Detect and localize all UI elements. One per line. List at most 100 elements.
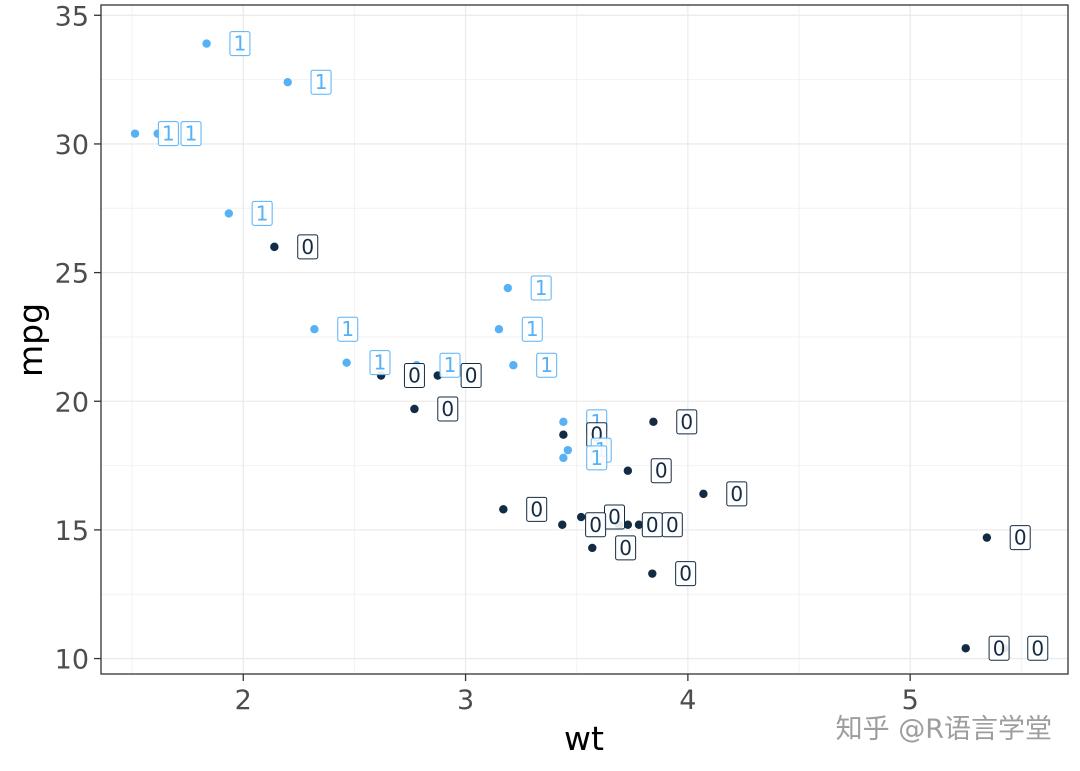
data-point-0: [410, 404, 419, 414]
label-box: [521, 316, 543, 342]
data-point-1: [130, 129, 140, 138]
point-label-0: 0: [675, 561, 697, 587]
data-point-1: [310, 325, 319, 334]
data-point-0: [648, 569, 657, 578]
label-box: [615, 535, 637, 561]
label-box: [675, 561, 697, 587]
label-text: 1: [315, 70, 328, 94]
point-label-0: 0: [526, 496, 548, 522]
point-label-1: 1: [310, 69, 332, 95]
label-box: [1009, 525, 1031, 551]
point-label-0: 0: [604, 504, 626, 530]
label-text: 1: [234, 32, 247, 56]
data-point-0: [623, 520, 633, 529]
label-box: [437, 396, 459, 422]
label-text: 1: [341, 317, 354, 341]
panel-border: [100, 4, 1069, 675]
point-label-0: 0: [1027, 635, 1049, 661]
data-point-0: [576, 512, 586, 522]
label-box: [439, 352, 461, 378]
label-text: 1: [526, 317, 539, 341]
point-label-1: 1: [180, 121, 202, 147]
x-axis: 2 3 4 5: [235, 674, 919, 716]
point-label-0: 0: [1009, 525, 1031, 551]
label-box: [310, 69, 332, 95]
data-point-0: [588, 543, 597, 553]
x-tick-label: 5: [902, 685, 919, 716]
data-point-1: [509, 361, 518, 370]
label-box: [460, 363, 482, 389]
point-label-0: 0: [661, 512, 683, 538]
data-point-0: [982, 533, 992, 542]
point-label-0: 0: [726, 481, 748, 507]
label-box: [180, 121, 202, 147]
label-text: 0: [465, 364, 478, 388]
point-label-0: 0: [615, 535, 637, 561]
label-text: 0: [301, 235, 314, 259]
x-axis-title: wt: [564, 719, 604, 758]
data-point-1: [342, 358, 351, 367]
label-text: 1: [374, 351, 387, 375]
point-label-0: 0: [585, 512, 607, 538]
label-text: 1: [256, 201, 269, 225]
label-text: 1: [535, 276, 548, 300]
label-box: [650, 458, 672, 484]
point-label-0: 0: [650, 458, 672, 484]
point-label-0: 0: [676, 409, 698, 435]
y-tick-label: 10: [55, 645, 89, 676]
point-label-1: 1: [536, 352, 558, 378]
y-tick-label: 15: [55, 516, 89, 547]
label-text: 0: [655, 459, 668, 483]
label-box: [157, 121, 179, 147]
label-box: [676, 409, 698, 435]
point-label-1: 1: [369, 350, 391, 376]
label-text: 1: [590, 446, 603, 470]
point-label-1: 1: [229, 31, 251, 57]
label-text: 0: [530, 497, 543, 521]
label-box: [251, 200, 273, 226]
label-box: [586, 445, 608, 471]
point-label-1: 1: [157, 121, 179, 147]
label-text: 0: [408, 364, 421, 388]
label-text: 1: [162, 122, 175, 146]
data-point-0: [623, 466, 633, 475]
y-tick-label: 25: [55, 259, 89, 290]
label-text: 1: [540, 353, 553, 377]
y-tick-label: 30: [55, 130, 89, 161]
label-text: 0: [646, 513, 659, 537]
point-label-1: 1: [251, 200, 273, 226]
label-box: [1027, 635, 1049, 661]
y-axis-title: mpg: [11, 303, 50, 377]
label-text: 0: [730, 482, 743, 506]
label-text: 1: [444, 353, 457, 377]
label-box: [229, 31, 251, 57]
data-point-1: [559, 453, 568, 463]
watermark-text: 知乎 @R语言学堂: [836, 714, 1052, 745]
y-tick-label: 20: [55, 387, 89, 418]
data-point-0: [499, 505, 508, 514]
label-text: 0: [608, 505, 621, 529]
point-labels: 11111011111100010011000000000000: [157, 31, 1049, 661]
label-box: [403, 363, 425, 389]
point-label-1: 1: [337, 316, 359, 342]
label-text: 1: [185, 122, 198, 146]
x-tick-label: 4: [679, 685, 696, 716]
point-label-1: 1: [439, 352, 461, 378]
data-point-1: [202, 39, 211, 48]
label-text: 0: [679, 562, 692, 586]
point-label-1: 1: [521, 316, 543, 342]
x-tick-label: 3: [457, 685, 474, 716]
point-label-1: 1: [586, 445, 608, 471]
point-label-0: 0: [403, 363, 425, 389]
data-point-0: [649, 417, 658, 427]
point-label-0: 0: [988, 635, 1010, 661]
point-label-0: 0: [297, 234, 319, 260]
label-box: [297, 234, 319, 260]
label-text: 0: [441, 397, 454, 421]
x-tick-label: 2: [235, 685, 252, 716]
point-label-0: 0: [460, 363, 482, 389]
data-point-1: [559, 417, 568, 427]
label-box: [337, 316, 359, 342]
